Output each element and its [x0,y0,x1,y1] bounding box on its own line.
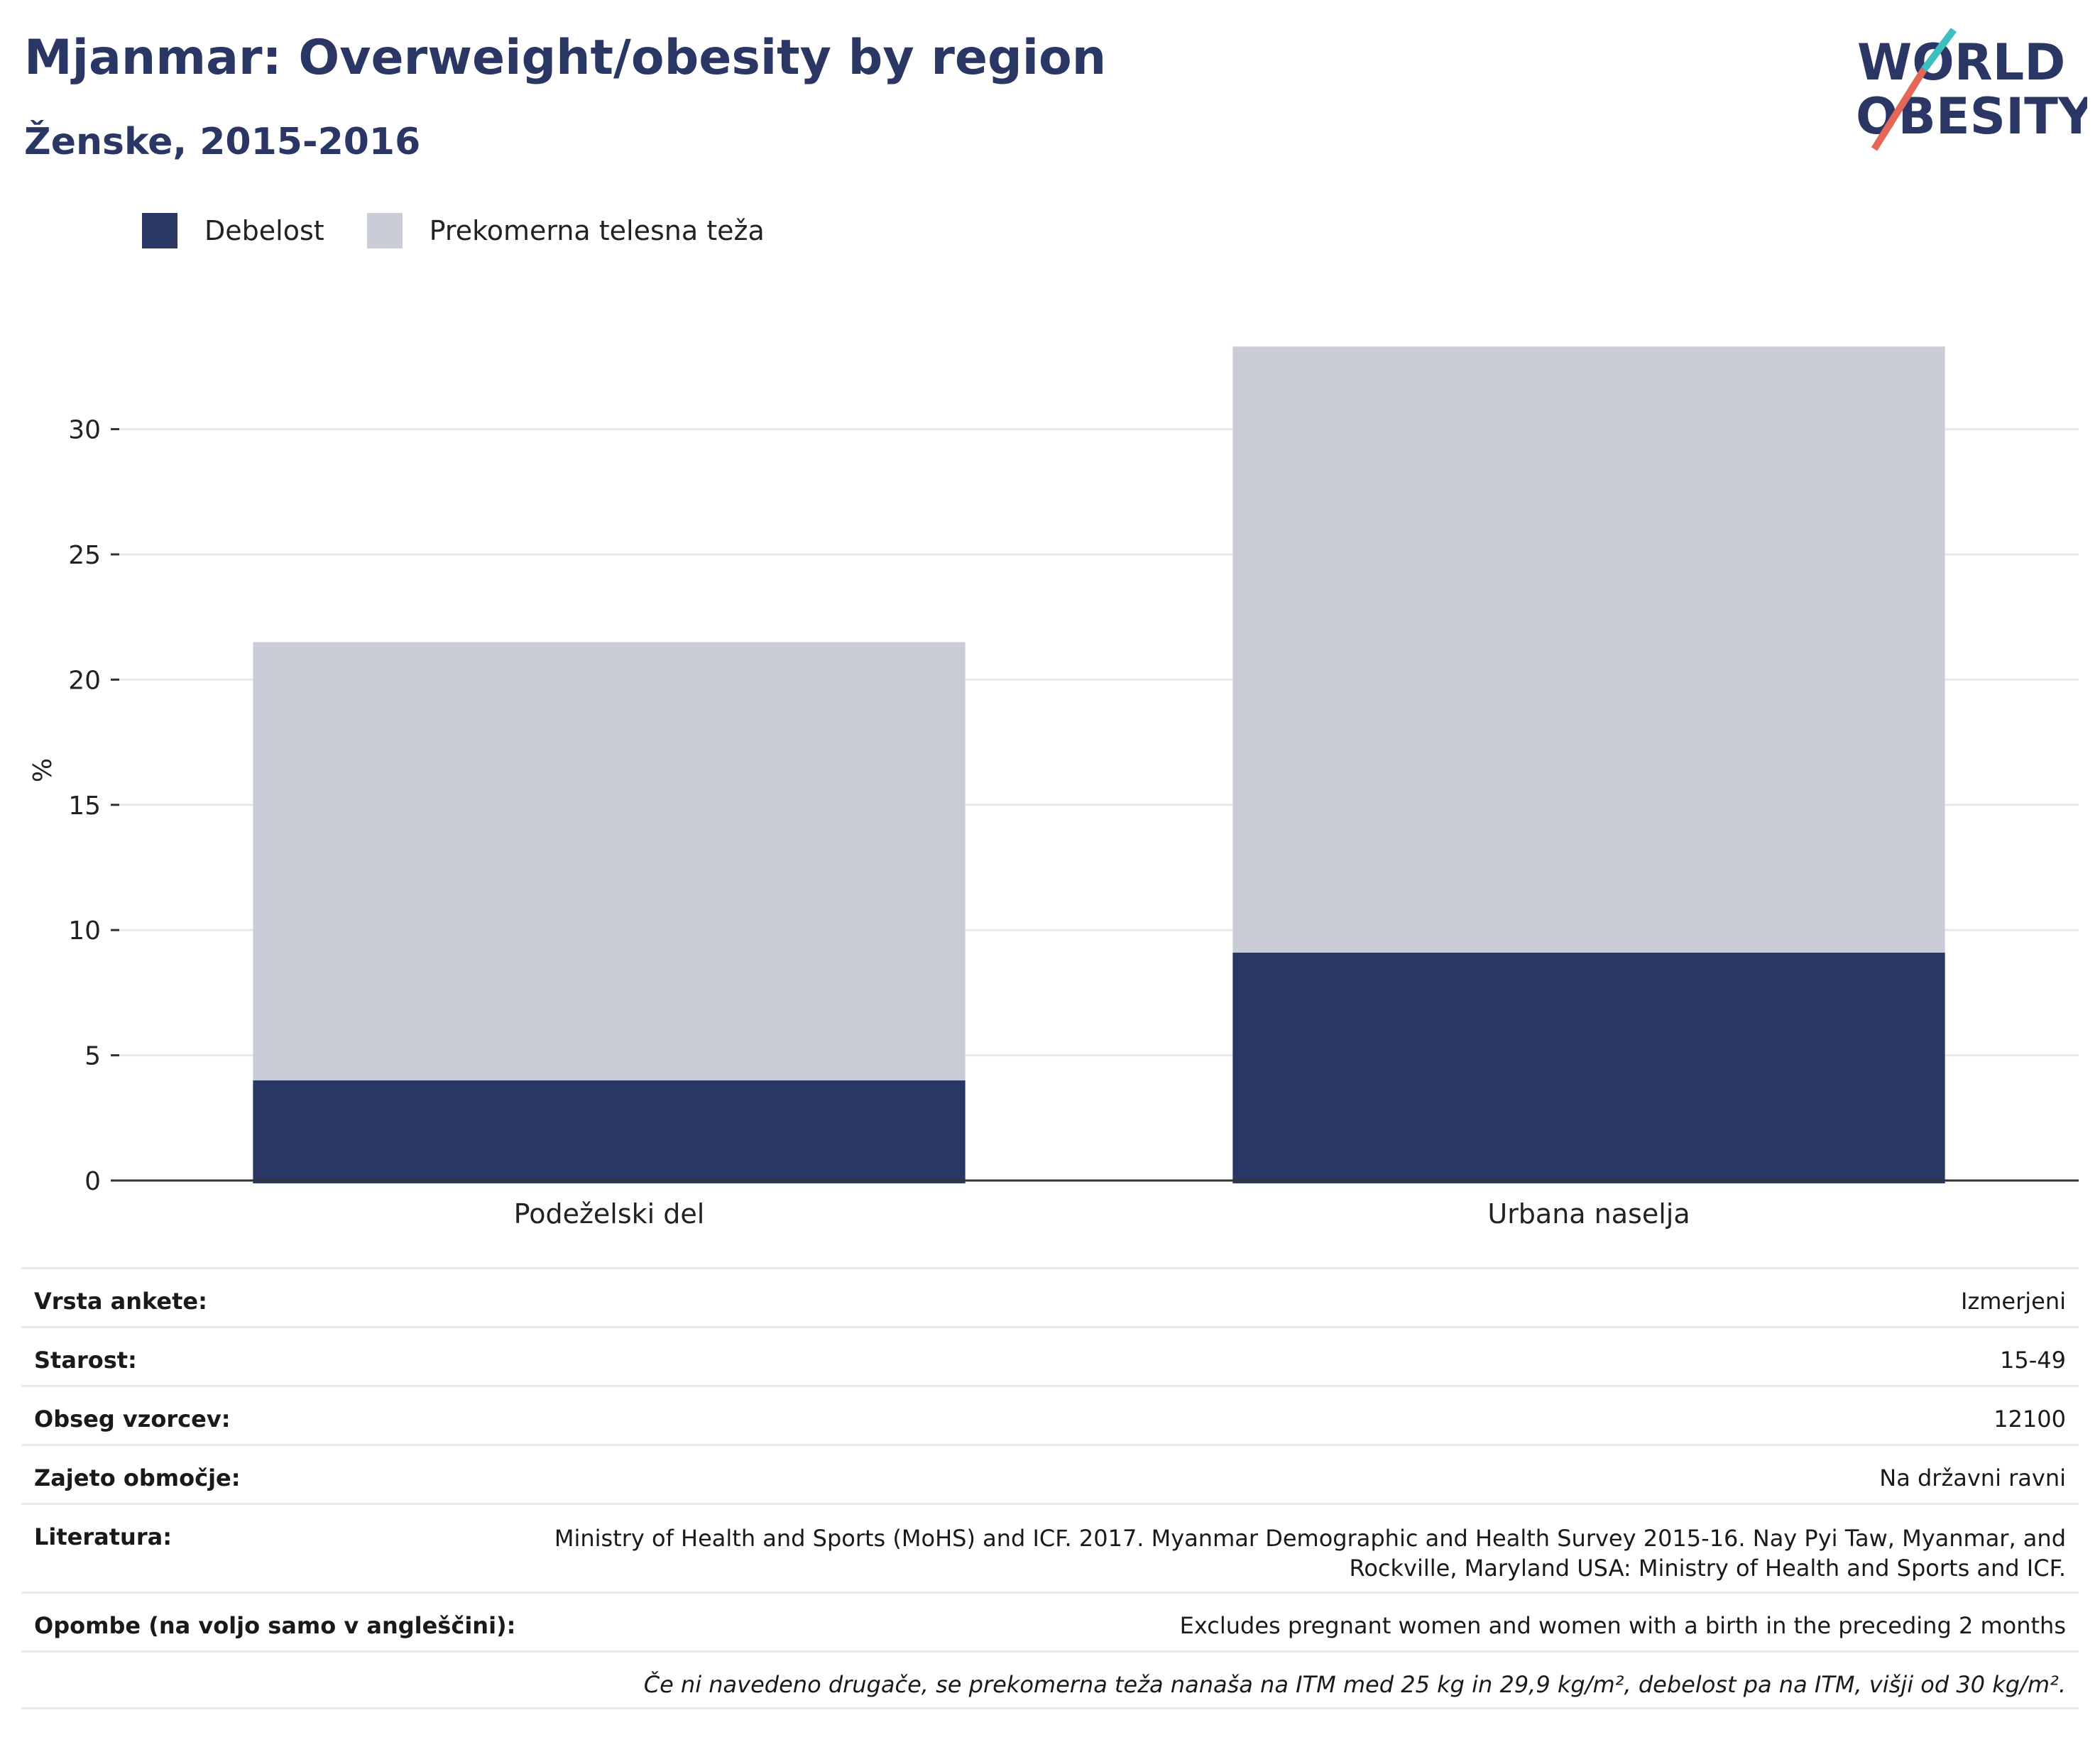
chart-title: Mjanmar: Overweight/obesity by region [24,30,1107,86]
y-tick-label: 15 [68,792,101,821]
y-tick-label: 0 [84,1167,101,1196]
info-row-sample-size: Obseg vzorcev: 12100 [21,1385,2079,1444]
info-value: Izmerjeni [1961,1288,2066,1315]
y-tick-label: 10 [68,916,101,946]
info-value: Excludes pregnant women and women with a… [1179,1612,2066,1639]
legend-swatch-obesity [142,213,177,248]
info-value: 15-49 [2000,1347,2066,1374]
chart-subtitle: Ženske, 2015-2016 [24,121,421,163]
info-footnote: Če ni navedeno drugače, se prekomerna te… [21,1650,2079,1709]
info-row-coverage: Zajeto območje: Na državni ravni [21,1444,2079,1503]
info-row-literature: Literatura: Ministry of Health and Sport… [21,1503,2079,1592]
legend-label-obesity: Debelost [204,215,324,246]
legend-item-obesity: Debelost [142,213,324,248]
bar-overweight-2 [1232,346,1945,953]
info-value: Ministry of Health and Sports (MoHS) and… [554,1525,2066,1582]
world-obesity-logo: WORLD OBESITY [1856,28,2087,151]
bar-chart: 0 5 10 15 20 25 30% Podeželski del Urbana naselj… [28,346,2079,1230]
legend-swatch-overweight [366,213,403,248]
info-value: Na državni ravni [1879,1464,2066,1491]
info-label: Vrsta ankete: [34,1288,207,1315]
x-category-label: Podeželski del [514,1198,705,1230]
info-row-survey-type: Vrsta ankete: Izmerjeni [21,1267,2079,1326]
info-label: Starost: [34,1347,137,1374]
bar-obesity-2 [1232,952,1945,1183]
bar-overweight-1 [253,642,966,1080]
logo-word-world: WORLD [1857,33,2065,92]
chart-legend: Debelost Prekomerna telesna teža [142,213,807,248]
info-label: Zajeto območje: [34,1464,241,1491]
survey-info-table: Vrsta ankete: Izmerjeni Starost: 15-49 O… [21,1267,2079,1709]
y-tick-label: 20 [68,666,101,695]
info-value: 12100 [1994,1406,2066,1433]
info-label: Opombe (na voljo samo v angleščini): [34,1612,516,1639]
legend-label-overweight: Prekomerna telesna teža [429,215,765,246]
info-label: Obseg vzorcev: [34,1406,231,1433]
info-row-age: Starost: 15-49 [21,1326,2079,1385]
bar-obesity-1 [253,1080,966,1183]
info-label: Literatura: [34,1523,172,1550]
legend-item-overweight: Prekomerna telesna teža [366,213,765,248]
x-category-label: Urbana naselja [1487,1198,1690,1230]
logo-slash-red [1871,67,1927,151]
logo-slash-teal [1921,28,1957,72]
y-tick-label: 30 [68,416,101,445]
info-row-notes: Opombe (na voljo samo v angleščini): Exc… [21,1592,2079,1650]
y-axis-label: % [28,758,58,782]
y-tick-label: 5 [84,1042,101,1071]
footnote-text: Če ni navedeno drugače, se prekomerna te… [643,1671,2066,1698]
y-tick-label: 25 [68,541,101,570]
